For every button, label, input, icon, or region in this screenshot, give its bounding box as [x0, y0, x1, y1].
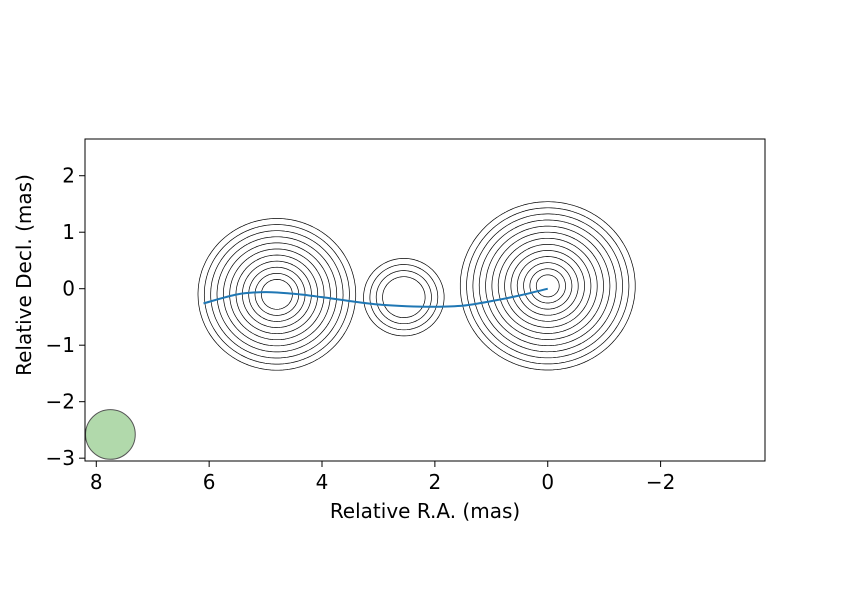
- y-tick-label: −1: [46, 333, 75, 357]
- contour-level-13: [535, 274, 560, 298]
- ridge-line: [203, 287, 548, 308]
- contour-level-5: [222, 225, 611, 347]
- contour-level-8: [241, 244, 592, 328]
- contour-level-11: [260, 262, 573, 310]
- y-axis-label: Relative Decl. (mas): [12, 174, 36, 376]
- contour-level-10: [254, 256, 579, 316]
- contour-level-7: [235, 237, 598, 335]
- contour-level-9: [248, 250, 585, 322]
- beam-ellipse: [85, 409, 136, 460]
- contour-level-6: [229, 231, 604, 341]
- contour-group: [197, 201, 636, 371]
- x-tick-label: 6: [203, 470, 216, 494]
- ridge-line-group: [203, 287, 548, 308]
- y-tick-label: 0: [62, 277, 75, 301]
- x-tick-label: 2: [429, 470, 442, 494]
- contour-level-1: [197, 201, 636, 371]
- beam-group: [85, 409, 136, 460]
- y-tick-label: 1: [62, 220, 75, 244]
- x-tick-label: 8: [90, 470, 103, 494]
- x-axis-label: Relative R.A. (mas): [330, 499, 520, 523]
- contour-level-12: [529, 268, 566, 304]
- x-tick-label: 0: [541, 470, 554, 494]
- plot-area-frame: [84, 138, 766, 462]
- contour-level-2: [203, 207, 630, 365]
- x-axis: 8 6 4 2 0 −2: [90, 461, 675, 494]
- y-tick-label: −3: [46, 446, 75, 470]
- contour-level-3: [210, 213, 623, 359]
- contour-level-4: [216, 219, 617, 353]
- y-tick-label: 2: [62, 164, 75, 188]
- x-tick-label: −2: [646, 470, 675, 494]
- y-axis: 2 1 0 −1 −2 −3: [46, 164, 85, 470]
- y-tick-label: −2: [46, 390, 75, 414]
- x-tick-label: 4: [316, 470, 329, 494]
